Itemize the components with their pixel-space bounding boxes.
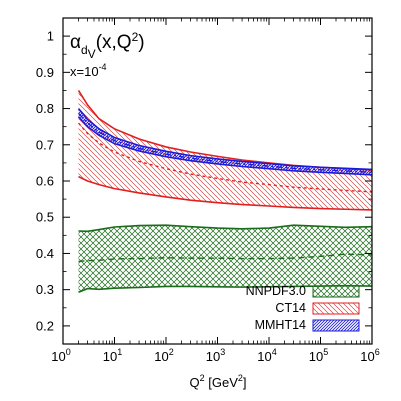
legend-entry-ct14: CT14 [275,301,360,315]
x-axis-title: Q2 [GeV2] [189,373,246,390]
legend-label-nnpdf: NNPDF3.0 [246,284,306,298]
x-tick-label: 100 [51,347,70,364]
y-tick-label: 0.4 [36,246,54,261]
legend-label-ct14: CT14 [275,301,306,315]
legend-swatch-ct14 [312,302,360,315]
band-nnpdf3-0 [78,225,372,293]
x-tick-label: 103 [206,347,225,364]
x-tick-label: 102 [154,347,173,364]
x-tick-label: 105 [309,347,328,364]
y-tick-label: 0.3 [36,282,54,297]
central-line-ct14 [77,122,372,193]
series-ct14 [77,90,372,211]
legend-entry-mmht14: MMHT14 [255,318,360,332]
x-tick-label: 104 [257,347,276,364]
y-tick-label: 0.8 [36,101,54,116]
lower-edge-mmht14 [77,116,372,176]
x-value-annotation: x=10-4 [70,62,107,79]
y-tick-label: 0.2 [36,318,54,333]
x-tick-label: 106 [360,347,379,364]
central-line-nnpdf3-0 [78,253,372,263]
axes: 0.2 0.3 0.4 0.5 0.6 0.7 0.8 0.9 1 100 101 102 103 104… [36,17,380,364]
plot-title: αdV(x,Q2) [70,30,145,61]
plot-area [77,90,372,293]
legend-entry-nnpdf: NNPDF3.0 [246,284,360,298]
y-tick-label: 0.6 [36,174,54,189]
legend-label-mmht14: MMHT14 [255,318,306,332]
legend-swatch-mmht14 [312,319,360,332]
y-tick-label: 0.9 [36,65,54,80]
band-ct14 [78,90,372,210]
legend: NNPDF3.0 CT14 MMHT14 [246,284,360,332]
y-tick-label: 1 [47,29,54,44]
series-nnpdf3-0 [78,224,372,293]
y-tick-label: 0.7 [36,137,54,152]
x-tick-label: 101 [103,347,122,364]
central-line-mmht14 [77,112,372,174]
series-mmht14 [77,108,372,176]
upper-edge-nnpdf3-0 [78,224,372,233]
lower-edge-ct14 [78,175,372,211]
legend-swatch-nnpdf [312,285,360,298]
upper-edge-mmht14 [77,108,372,171]
y-tick-label: 0.5 [36,210,54,225]
